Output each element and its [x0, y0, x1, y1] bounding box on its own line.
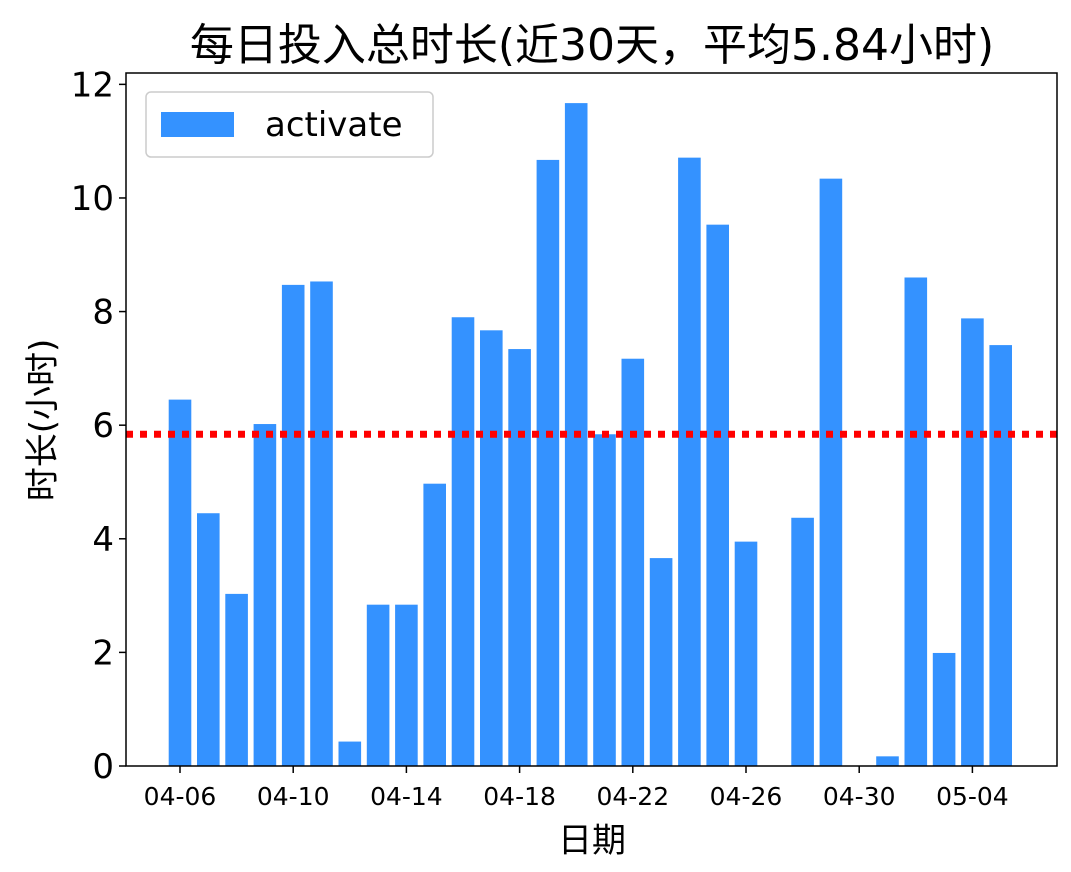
bar-04-12: [338, 741, 362, 766]
chart-title: 每日投入总时长(近30天，平均5.84小时): [190, 20, 994, 71]
bar-04-08: [225, 593, 248, 766]
y-axis-ticks: 0 2 4 6 8 10 12: [71, 65, 126, 787]
y-axis-label: 时长(小时): [23, 339, 63, 502]
bar-04-24: [678, 157, 701, 766]
legend-label-activate: activate: [265, 105, 403, 145]
bar-04-23: [649, 558, 673, 766]
legend-swatch: [161, 112, 234, 137]
bar-04-11: [310, 281, 333, 766]
bar-04-06: [168, 399, 192, 766]
y-tick-label-10: 10: [71, 179, 114, 219]
bar-04-14: [395, 604, 418, 766]
bar-04-09: [253, 424, 277, 766]
x-axis-label: 日期: [558, 821, 626, 861]
legend-box: [145, 91, 434, 158]
bar-04-16: [451, 317, 475, 766]
bar-04-17: [480, 330, 503, 766]
x-tick-label-04-22: 04-22: [596, 782, 669, 811]
y-tick-label-2: 2: [92, 633, 114, 673]
y-tick-label-8: 8: [92, 293, 114, 333]
x-tick-label-04-14: 04-14: [370, 782, 443, 811]
y-tick-label-0: 0: [92, 747, 114, 787]
bar-04-10: [281, 284, 305, 766]
bar-05-02: [904, 277, 928, 766]
x-tick-label-04-26: 04-26: [710, 782, 783, 811]
bar-04-07: [197, 513, 220, 766]
x-tick-label-04-06: 04-06: [144, 782, 217, 811]
bar-04-28: [791, 517, 814, 766]
x-axis-ticks: 04-06 04-10 04-14 04-18 04-22 04-26 04-30 05-04: [144, 766, 1009, 811]
bar-05-05: [989, 345, 1012, 766]
bar-04-13: [366, 604, 390, 766]
bar-04-29: [819, 178, 843, 766]
bar-04-15: [423, 483, 446, 766]
y-tick-label-4: 4: [92, 520, 114, 560]
bar-04-22: [621, 358, 645, 766]
bars-group: [168, 103, 1012, 767]
y-tick-label-6: 6: [92, 406, 114, 446]
plot-frame: [125, 72, 1058, 767]
x-tick-label-04-10: 04-10: [257, 782, 330, 811]
bar-04-26: [734, 541, 758, 766]
x-tick-label-05-04: 05-04: [936, 782, 1009, 811]
y-tick-label-12: 12: [71, 65, 114, 105]
bar-05-04: [961, 318, 984, 766]
bar-04-25: [706, 224, 729, 766]
bar-04-21: [593, 434, 616, 766]
x-tick-label-04-30: 04-30: [823, 782, 896, 811]
bar-05-01: [876, 756, 899, 766]
legend: activate: [145, 91, 434, 158]
bar-04-19: [536, 159, 560, 766]
bar-05-03: [932, 652, 956, 766]
x-tick-label-04-18: 04-18: [483, 782, 556, 811]
bar-04-18: [508, 349, 531, 766]
